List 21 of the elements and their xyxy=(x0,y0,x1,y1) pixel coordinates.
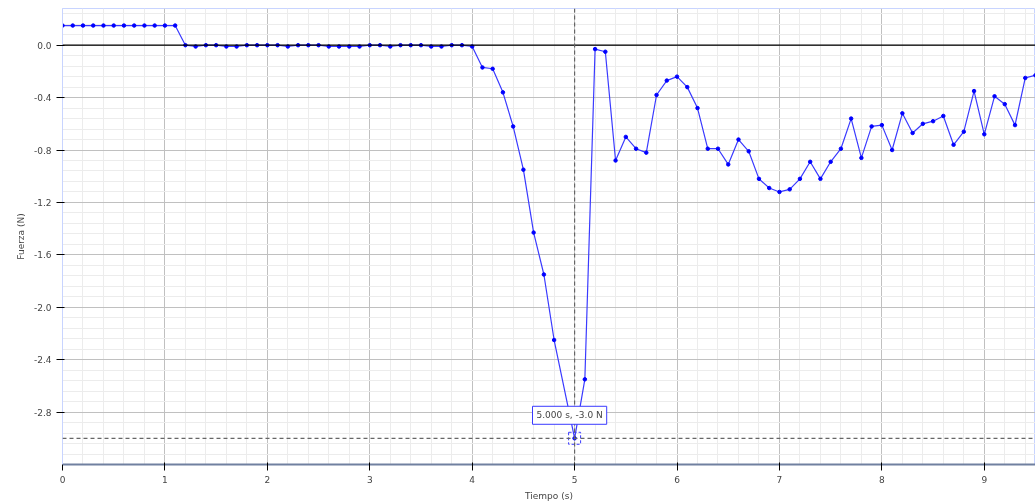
x-tick-label: 9 xyxy=(981,474,988,485)
x-tick-label: 8 xyxy=(879,474,886,485)
y-tick-label: -2.4 xyxy=(33,355,52,366)
x-tick-label: 4 xyxy=(469,474,476,485)
x-tick-label: 5 xyxy=(571,474,578,485)
y-tick-label: -1.6 xyxy=(33,250,52,261)
y-tick-label: -1.2 xyxy=(33,197,52,208)
y-tick-label: -2.8 xyxy=(33,407,52,418)
x-axis-title: Tiempo (s) xyxy=(524,490,573,501)
x-tick-label: 0 xyxy=(59,474,66,485)
y-tick-label: -0.4 xyxy=(33,93,52,104)
x-tick-label: 7 xyxy=(776,474,783,485)
annotation: 5.000 s, -3.0 N xyxy=(536,410,603,421)
x-tick-label: 6 xyxy=(674,474,681,485)
x-tick-label: 1 xyxy=(162,474,168,485)
x-tick-label: 2 xyxy=(264,474,271,485)
y-tick-label: 0.0 xyxy=(37,40,52,51)
y-tick-label: -2.0 xyxy=(33,302,52,313)
x-tick-label: 3 xyxy=(366,474,373,485)
y-axis-title: Fuerza (N) xyxy=(15,213,26,260)
y-tick-label: -0.8 xyxy=(33,145,52,156)
